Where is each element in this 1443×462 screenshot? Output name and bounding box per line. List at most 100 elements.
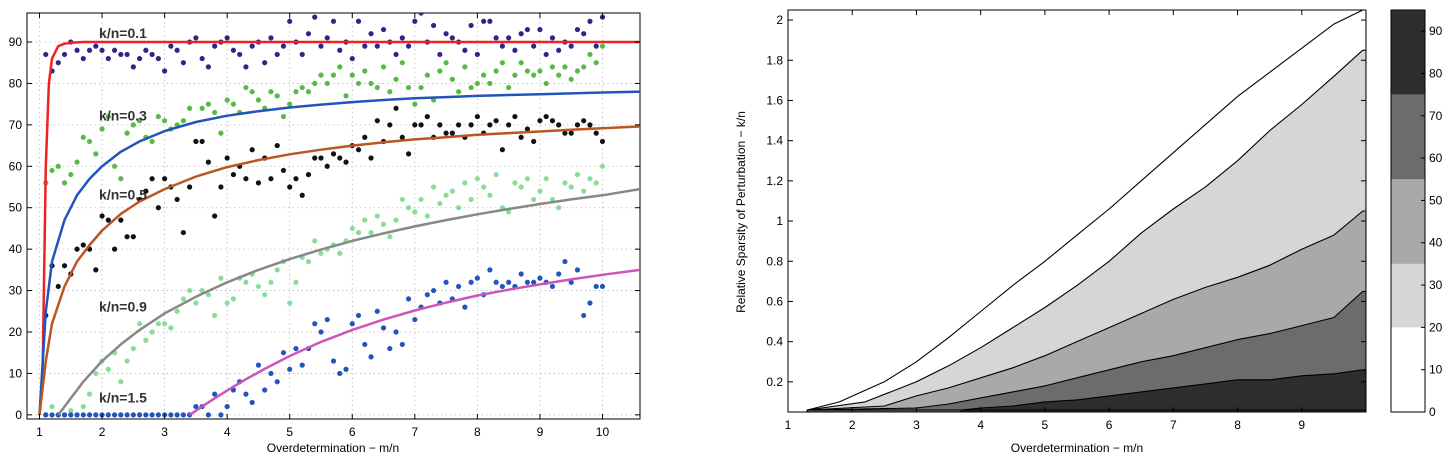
data-point xyxy=(130,122,136,128)
data-point xyxy=(387,89,393,95)
data-point xyxy=(155,205,161,211)
data-point xyxy=(180,412,186,418)
colorbar-tick-label: 50 xyxy=(1429,193,1443,207)
data-point xyxy=(324,163,330,169)
data-point xyxy=(205,159,211,165)
data-point xyxy=(312,80,318,87)
data-point xyxy=(368,80,374,87)
right-y-tick-label: 1.6 xyxy=(766,93,783,107)
data-point xyxy=(105,113,111,120)
data-point xyxy=(599,283,606,290)
data-point xyxy=(474,80,480,87)
data-point xyxy=(449,188,455,194)
data-point xyxy=(487,267,493,273)
right-y-tick-label: 1.8 xyxy=(766,53,783,67)
data-point xyxy=(506,279,512,285)
right-x-axis-label: Overdetermination − m/n xyxy=(1011,441,1143,455)
left-y-tick-label: 30 xyxy=(9,284,23,298)
colorbar-band xyxy=(1391,327,1425,412)
data-point xyxy=(255,97,262,103)
data-point xyxy=(193,403,199,410)
data-point xyxy=(556,271,562,277)
data-point xyxy=(218,412,224,418)
data-point xyxy=(118,412,124,418)
colorbar-tick-label: 0 xyxy=(1429,405,1436,419)
data-point xyxy=(80,403,86,410)
data-point xyxy=(268,35,274,41)
data-point xyxy=(162,176,168,182)
data-point xyxy=(118,217,124,223)
contour-level-fill xyxy=(960,369,1366,412)
data-point xyxy=(437,68,443,74)
data-point xyxy=(374,308,380,314)
data-point xyxy=(524,68,531,74)
data-point xyxy=(218,130,224,136)
data-point xyxy=(531,43,537,49)
data-point xyxy=(305,89,312,95)
colorbar-band xyxy=(1391,94,1425,180)
data-point xyxy=(587,122,593,128)
data-point xyxy=(362,68,368,74)
right-contour-fills xyxy=(788,10,1366,412)
data-point xyxy=(249,399,255,406)
data-point xyxy=(180,60,186,66)
data-point xyxy=(474,113,480,120)
data-point xyxy=(212,43,218,49)
data-point xyxy=(280,167,287,174)
data-point xyxy=(274,93,280,99)
data-point xyxy=(287,300,293,306)
data-point xyxy=(212,213,218,219)
data-point xyxy=(199,105,205,111)
data-point xyxy=(443,192,449,198)
data-point xyxy=(224,35,230,41)
data-point xyxy=(443,31,449,37)
data-point xyxy=(337,370,343,377)
colorbar-tick-label: 80 xyxy=(1429,66,1443,80)
data-point xyxy=(374,43,380,49)
curve-annotation: k/n=0.9 xyxy=(99,298,147,314)
data-point xyxy=(549,64,556,70)
data-point xyxy=(405,84,412,91)
right-x-tick-label: 8 xyxy=(1234,418,1241,432)
data-point xyxy=(299,192,305,198)
left-x-axis-label: Overdetermination − m/n xyxy=(267,441,399,455)
data-point xyxy=(149,329,155,335)
data-point xyxy=(299,51,305,58)
data-point xyxy=(124,234,130,240)
data-point xyxy=(193,35,199,41)
data-point xyxy=(518,271,524,277)
data-point xyxy=(111,47,118,53)
data-point xyxy=(424,113,430,120)
data-point xyxy=(493,118,499,124)
curve-annotation: k/n=0.1 xyxy=(99,25,147,41)
data-point xyxy=(405,43,412,49)
data-point xyxy=(274,379,280,385)
data-point xyxy=(143,412,149,418)
data-point xyxy=(49,403,55,410)
data-point xyxy=(280,43,287,49)
data-point xyxy=(55,283,61,290)
data-point xyxy=(405,296,412,302)
data-point xyxy=(118,176,124,182)
data-point xyxy=(462,180,468,186)
data-point xyxy=(99,126,105,132)
right-chart: 1 2 3 4 5 6 7 8 9 0.2 0.4 0.6 0.8 1 1.2 1.4 1.6 1.8 2 Over… xyxy=(734,9,1443,455)
data-point xyxy=(174,308,180,314)
data-point xyxy=(518,31,524,37)
data-point xyxy=(149,138,155,145)
data-point xyxy=(218,275,224,281)
data-point xyxy=(556,122,562,128)
data-point xyxy=(524,126,531,132)
left-y-tick-label: 40 xyxy=(9,242,23,256)
data-point xyxy=(568,130,574,136)
data-point xyxy=(493,68,499,74)
data-point xyxy=(362,217,368,223)
data-point xyxy=(243,64,249,70)
data-point xyxy=(230,171,237,178)
data-point xyxy=(199,287,205,294)
data-point xyxy=(343,159,349,165)
data-point xyxy=(399,196,405,203)
data-point xyxy=(343,93,349,99)
data-point xyxy=(330,151,337,157)
